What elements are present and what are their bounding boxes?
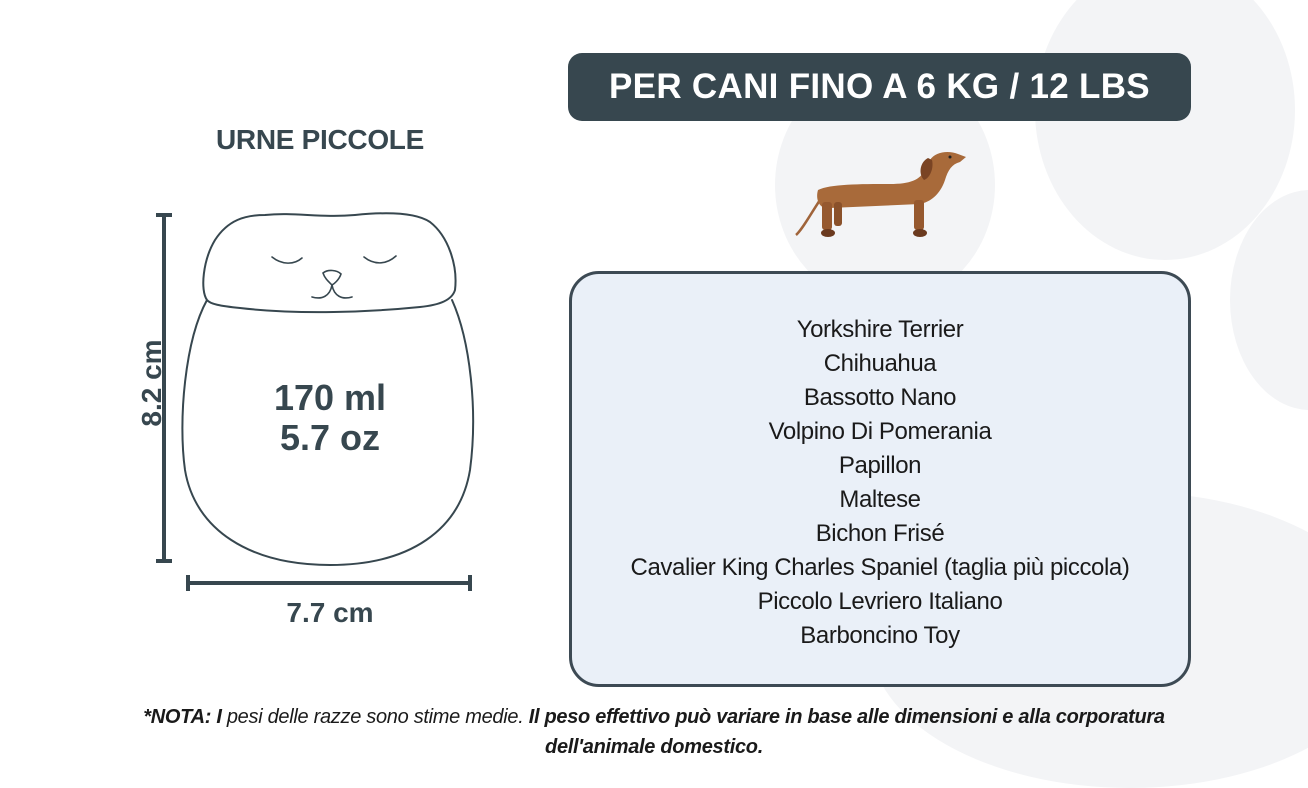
cat-urn-illustration <box>156 212 475 591</box>
height-label: 8.2 cm <box>136 339 167 427</box>
breed-item: Maltese <box>839 486 921 513</box>
breed-item: Piccolo Levriero Italiano <box>757 588 1003 615</box>
dachshund-icon <box>795 152 966 237</box>
breed-item: Barboncino Toy <box>800 622 960 649</box>
footnote: *NOTA: I pesi delle razze sono stime med… <box>134 702 1174 762</box>
footnote-emphasis: Il peso effettivo può variare in base al… <box>523 706 1165 758</box>
breed-item: Chihuahua <box>823 350 937 377</box>
width-label: 7.7 cm <box>286 597 374 628</box>
weight-banner: PER CANI FINO A 6 KG / 12 LBS <box>568 53 1191 121</box>
capacity-ml: 170 ml <box>273 377 387 418</box>
width-dimension-line <box>186 575 472 591</box>
breed-list: Yorkshire Terrier Chihuahua Bassotto Nan… <box>572 313 1188 653</box>
breed-list-box: Yorkshire Terrier Chihuahua Bassotto Nan… <box>569 271 1191 687</box>
breed-item: Volpino Di Pomerania <box>768 418 992 445</box>
breed-item: Bassotto Nano <box>803 384 957 411</box>
breed-item: Bichon Frisé <box>815 520 945 547</box>
breed-item: Papillon <box>838 452 922 479</box>
footnote-label: *NOTA: I <box>143 706 222 728</box>
footnote-text: pesi delle razze sono stime medie. <box>221 706 524 728</box>
capacity-oz: 5.7 oz <box>279 417 381 458</box>
breed-item: Cavalier King Charles Spaniel (taglia pi… <box>630 554 1130 581</box>
breed-item: Yorkshire Terrier <box>796 316 964 343</box>
product-subtitle: URNE PICCOLE <box>216 124 424 155</box>
height-dimension-line <box>156 213 172 563</box>
